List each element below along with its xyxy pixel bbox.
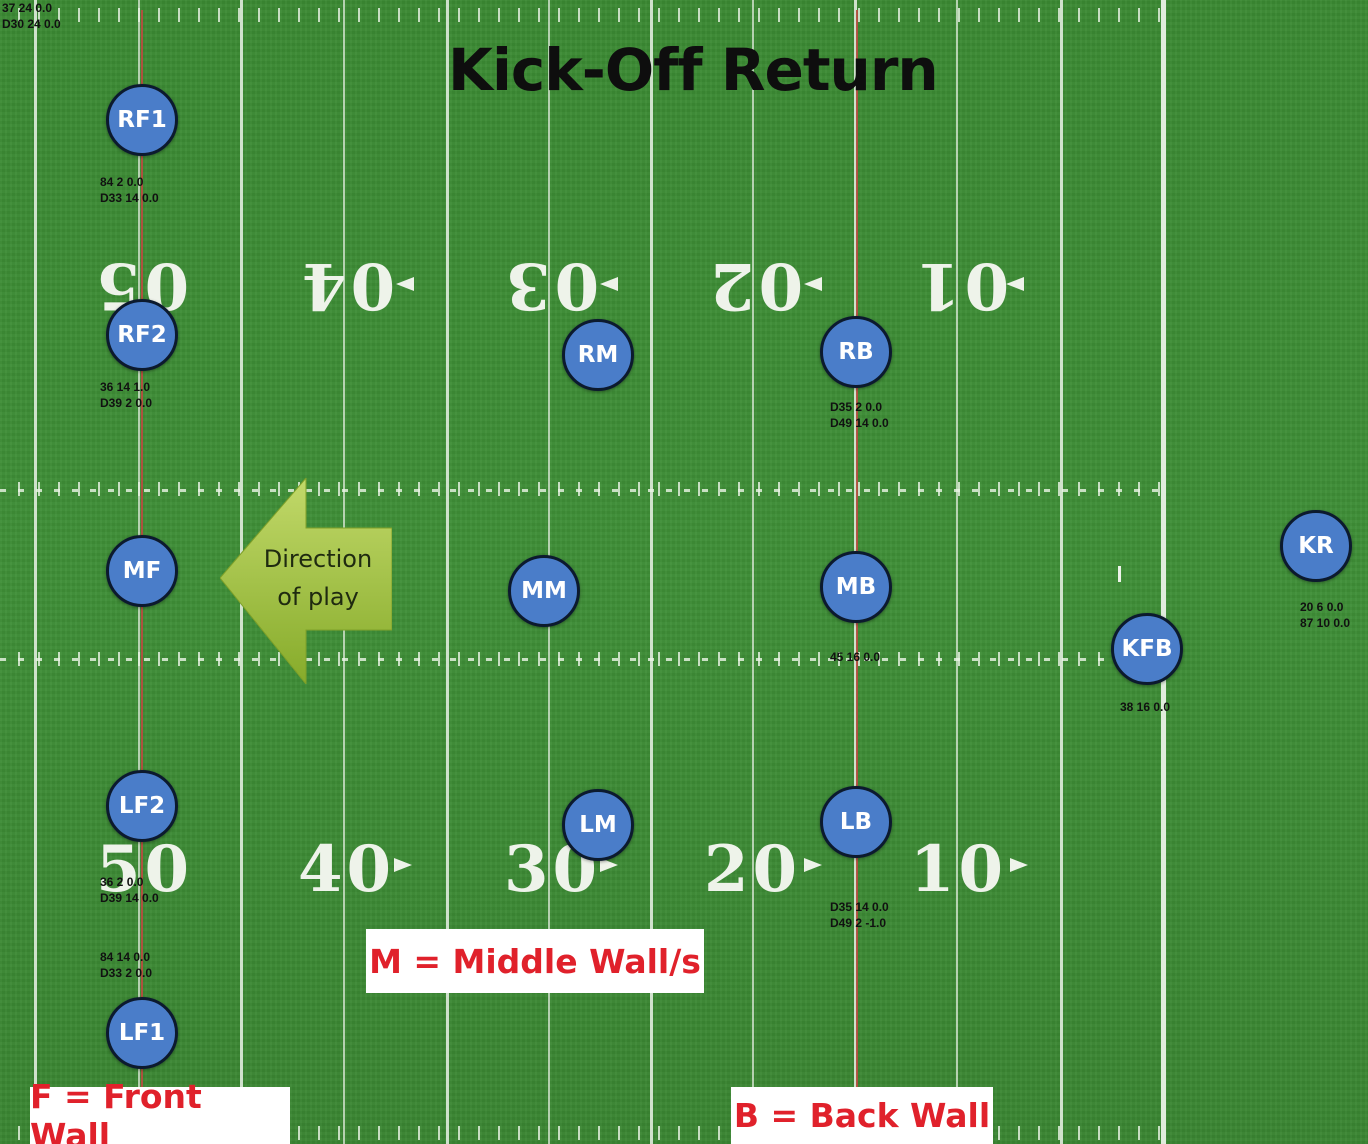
note-rf2: 36 14 1.0 D39 2 0.0 — [100, 380, 153, 410]
legend-front-wall: F = Front Wall — [30, 1077, 290, 1144]
player-rb[interactable]: RB — [820, 316, 892, 388]
yard-number: 40 — [298, 832, 396, 907]
yard-line — [752, 0, 754, 1144]
direction-tick — [600, 858, 618, 872]
player-lf2[interactable]: LF2 — [106, 770, 178, 842]
yard-number: 50 — [96, 832, 194, 907]
field-tick — [1118, 566, 1121, 582]
direction-label: Direction of play — [252, 540, 384, 616]
player-mm[interactable]: MM — [508, 555, 580, 627]
direction-tick — [804, 277, 822, 291]
player-rm[interactable]: RM — [562, 319, 634, 391]
direction-tick — [600, 277, 618, 291]
legend-middle-wall: M = Middle Wall/s — [366, 929, 704, 993]
player-mf[interactable]: MF — [106, 535, 178, 607]
hash-dashes-lower — [0, 658, 1160, 661]
note-kr: 20 6 0.0 87 10 0.0 — [1300, 600, 1351, 630]
yard-number: 02 — [706, 248, 804, 323]
hash-marks-top — [0, 8, 1160, 22]
note-corner: 37 24 0.0 D30 24 0.0 — [2, 1, 61, 31]
direction-tick — [804, 858, 822, 872]
yard-number: 03 — [502, 248, 600, 323]
yard-line — [1060, 0, 1063, 1144]
player-rf1[interactable]: RF1 — [106, 84, 178, 156]
hash-dashes-upper — [0, 489, 1160, 492]
player-kr[interactable]: KR — [1280, 510, 1352, 582]
yard-line — [956, 0, 958, 1144]
player-mb[interactable]: MB — [820, 551, 892, 623]
direction-arrow — [220, 478, 392, 684]
direction-tick — [396, 277, 414, 291]
player-rf2[interactable]: RF2 — [106, 299, 178, 371]
player-kfb[interactable]: KFB — [1111, 613, 1183, 685]
yard-line — [446, 0, 449, 1144]
yard-number: 01 — [912, 248, 1010, 323]
player-lm[interactable]: LM — [562, 789, 634, 861]
note-mb: 45 16 0.0 — [830, 650, 881, 664]
direction-tick — [1010, 858, 1028, 872]
player-lf1[interactable]: LF1 — [106, 997, 178, 1069]
note-lf2: 36 2 0.0 D39 14 0.0 — [100, 875, 159, 905]
direction-tick — [1006, 277, 1024, 291]
yard-number: 10 — [910, 832, 1008, 907]
note-lb: D35 14 0.0 D49 2 -1.0 — [830, 900, 889, 930]
note-rf1: 84 2 0.0 D33 14 0.0 — [100, 175, 159, 205]
direction-label-line: of play — [277, 583, 359, 611]
yard-number: 04 — [298, 248, 396, 323]
direction-tick — [394, 858, 412, 872]
note-kfb: 38 16 0.0 — [1120, 700, 1171, 714]
legend-back-wall: B = Back Wall — [731, 1087, 993, 1144]
direction-label-line: Direction — [263, 545, 373, 573]
yard-line — [34, 0, 37, 1144]
note-rb: D35 2 0.0 D49 14 0.0 — [830, 400, 889, 430]
yard-number: 20 — [704, 832, 802, 907]
goal-line — [1161, 0, 1166, 1144]
note-lf1: 84 14 0.0 D33 2 0.0 — [100, 950, 153, 980]
player-lb[interactable]: LB — [820, 786, 892, 858]
diagram-title: Kick-Off Return — [448, 36, 939, 104]
yard-line — [650, 0, 653, 1144]
